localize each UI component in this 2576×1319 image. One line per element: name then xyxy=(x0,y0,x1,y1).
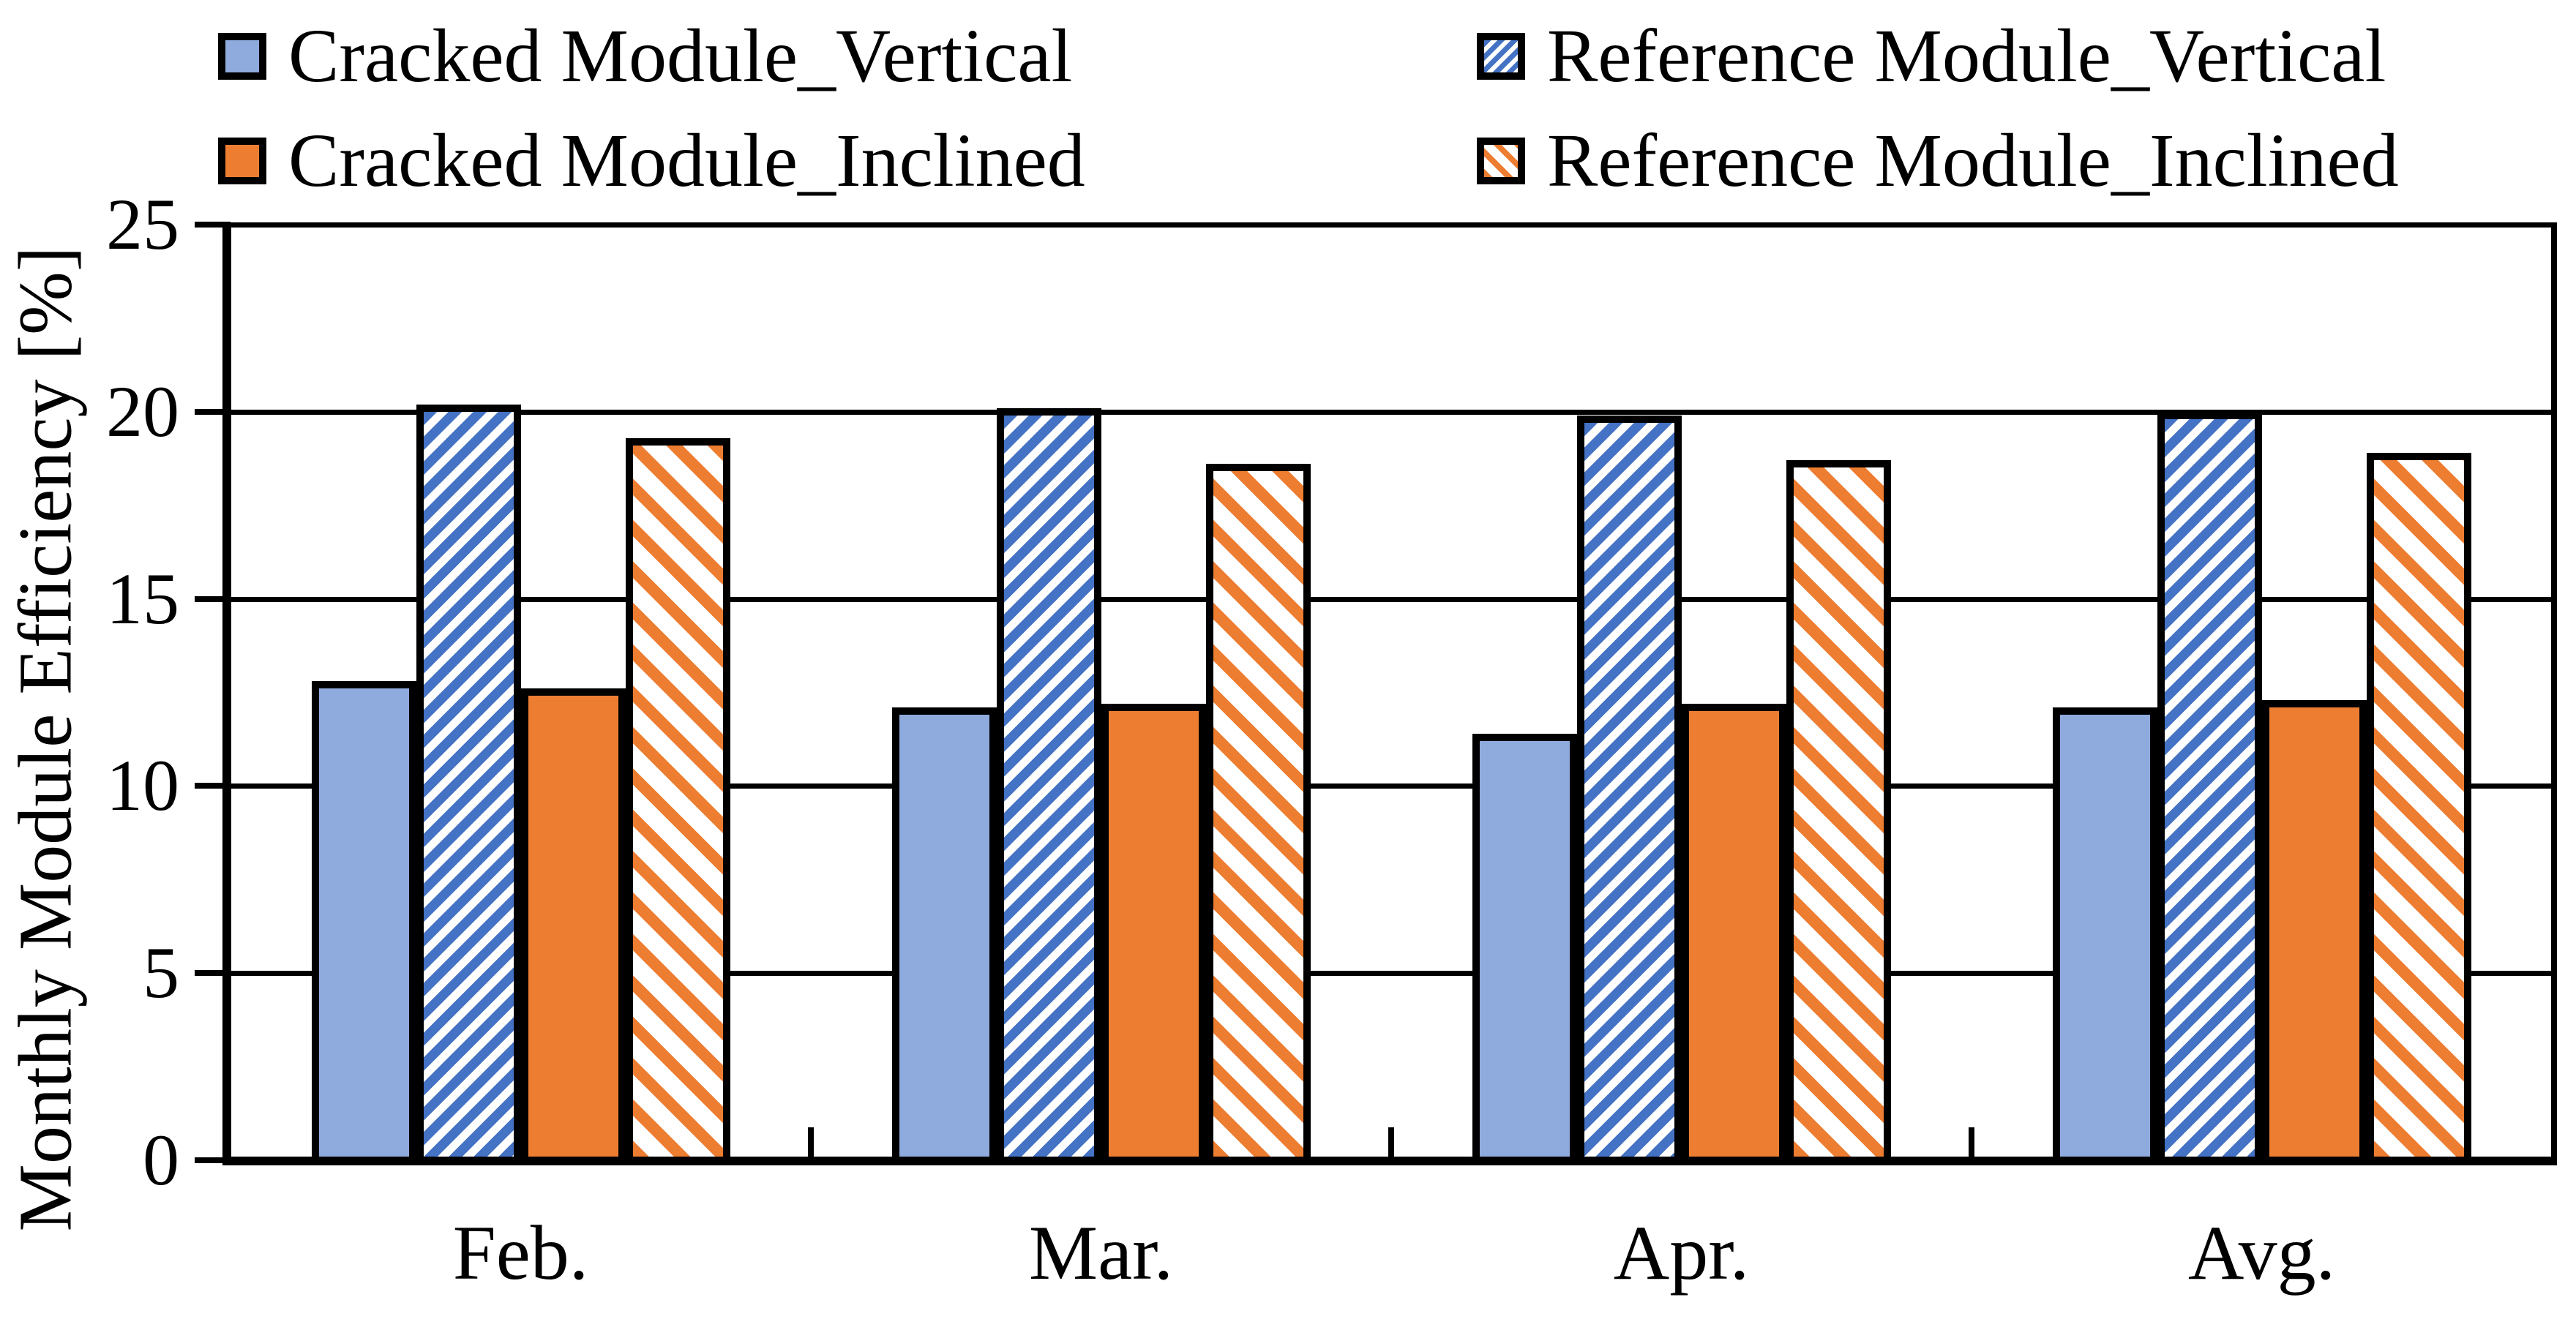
y-tick-label-20: 20 xyxy=(106,370,179,452)
bar-Reference Module_Inclined-Apr. xyxy=(1786,460,1891,1165)
legend-column-right: Reference Module_Vertical Reference Modu… xyxy=(1477,16,2399,200)
legend-swatch-cracked-vertical-icon xyxy=(218,32,266,80)
legend-swatch-reference-inclined-icon xyxy=(1477,137,1525,184)
bar-Cracked Module_Vertical-Apr. xyxy=(1472,733,1577,1165)
bar-Reference Module_Vertical-Apr. xyxy=(1576,415,1682,1165)
bar-Reference Module_Inclined-Avg. xyxy=(2366,453,2471,1165)
x-axis-line xyxy=(231,1157,2552,1165)
x-axis-tick-1 xyxy=(808,1127,814,1160)
x-label-mar: Mar. xyxy=(1028,1210,1174,1296)
y-axis-tick-10 xyxy=(195,783,231,789)
legend-item-reference-vertical: Reference Module_Vertical xyxy=(1477,16,2399,96)
bar-Cracked Module_Inclined-Mar. xyxy=(1101,703,1206,1165)
legend-label-reference-inclined: Reference Module_Inclined xyxy=(1547,119,2399,203)
y-tick-label-10: 10 xyxy=(106,745,179,827)
legend-item-reference-inclined: Reference Module_Inclined xyxy=(1477,121,2399,200)
bar-Cracked Module_Vertical-Feb. xyxy=(311,681,416,1165)
y-axis-line xyxy=(222,222,231,1165)
bar-Cracked Module_Inclined-Avg. xyxy=(2261,699,2367,1165)
legend-item-cracked-inclined: Cracked Module_Inclined xyxy=(218,121,1085,200)
legend-label-cracked-vertical: Cracked Module_Vertical xyxy=(288,14,1073,98)
legend-swatch-reference-vertical-icon xyxy=(1477,32,1525,80)
y-tick-label-25: 25 xyxy=(106,184,179,265)
bar-Reference Module_Vertical-Mar. xyxy=(996,407,1101,1165)
gridline-25 xyxy=(231,222,2552,228)
legend-swatch-cracked-inclined-icon xyxy=(218,137,266,184)
y-axis-tick-5 xyxy=(195,970,231,977)
y-axis-tick-25 xyxy=(195,222,231,228)
gridline-5 xyxy=(231,971,2552,977)
plot-right-border xyxy=(2551,222,2557,1165)
legend-item-cracked-vertical: Cracked Module_Vertical xyxy=(218,16,1085,96)
bar-Reference Module_Inclined-Feb. xyxy=(625,437,730,1165)
legend-label-reference-vertical: Reference Module_Vertical xyxy=(1547,14,2386,98)
bar-Reference Module_Vertical-Feb. xyxy=(416,404,521,1165)
gridline-15 xyxy=(231,596,2552,602)
y-axis-tick-0 xyxy=(195,1157,231,1163)
x-axis-tick-2 xyxy=(1388,1127,1394,1160)
x-label-apr: Apr. xyxy=(1613,1210,1750,1296)
bar-Cracked Module_Vertical-Mar. xyxy=(891,707,997,1165)
bar-Cracked Module_Vertical-Avg. xyxy=(2052,707,2157,1165)
x-label-feb: Feb. xyxy=(452,1210,589,1296)
bar-Cracked Module_Inclined-Apr. xyxy=(1681,703,1786,1165)
y-axis-tick-20 xyxy=(195,408,231,415)
gridline-20 xyxy=(231,409,2552,415)
legend-label-cracked-inclined: Cracked Module_Inclined xyxy=(288,119,1085,203)
legend-column-left: Cracked Module_Vertical Cracked Module_I… xyxy=(218,16,1085,200)
gridline-10 xyxy=(231,783,2552,789)
x-label-avg: Avg. xyxy=(2187,1210,2336,1296)
bar-Cracked Module_Inclined-Feb. xyxy=(520,688,626,1165)
bar-Reference Module_Vertical-Avg. xyxy=(2157,411,2262,1165)
y-tick-label-15: 15 xyxy=(106,557,179,639)
y-tick-label-5: 5 xyxy=(143,932,179,1014)
y-tick-label-0: 0 xyxy=(143,1119,179,1200)
x-axis-tick-3 xyxy=(1969,1127,1974,1160)
y-axis-tick-15 xyxy=(195,595,231,602)
bar-Reference Module_Inclined-Mar. xyxy=(1205,464,1311,1165)
